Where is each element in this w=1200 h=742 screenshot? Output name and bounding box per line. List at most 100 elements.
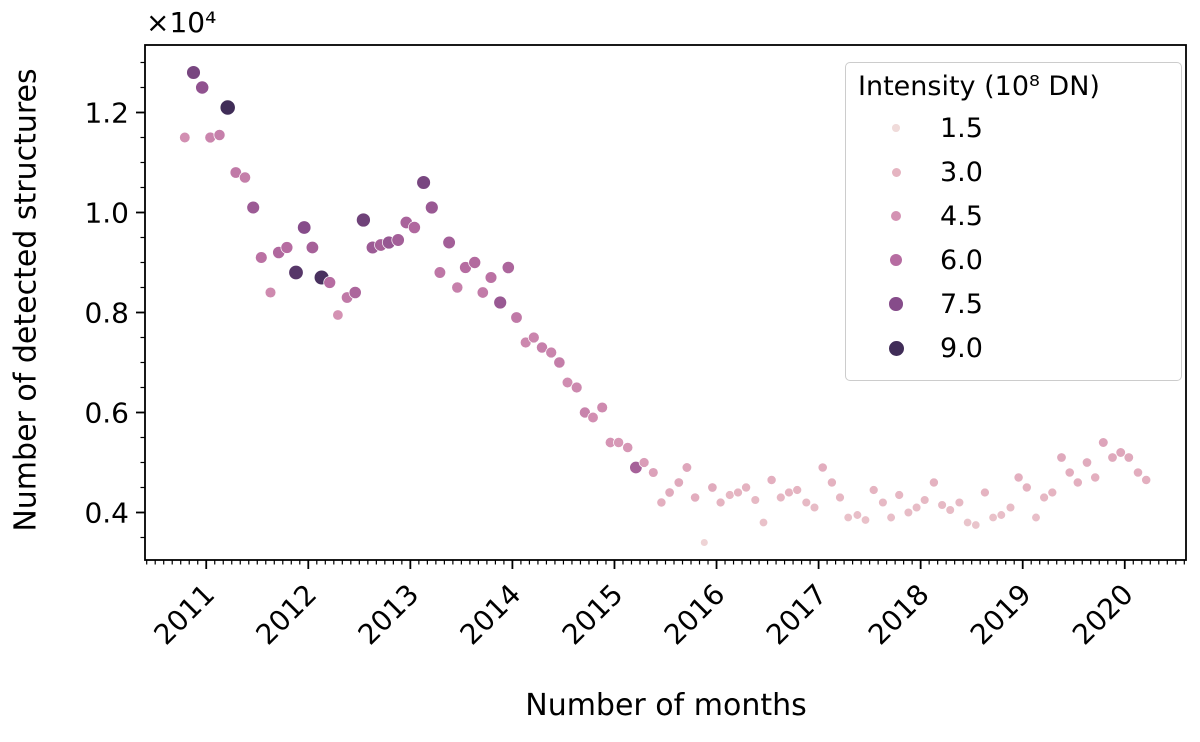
legend-entry: 9.0 bbox=[846, 326, 1181, 370]
data-point bbox=[433, 266, 447, 279]
data-point bbox=[570, 381, 583, 394]
data-point bbox=[1115, 447, 1126, 458]
data-point bbox=[700, 538, 709, 547]
x-tick-label: 2018 bbox=[862, 578, 936, 652]
legend-marker bbox=[892, 124, 900, 132]
data-point bbox=[484, 271, 498, 284]
data-point bbox=[817, 462, 828, 473]
data-point bbox=[442, 235, 456, 250]
legend-entry: 4.5 bbox=[846, 194, 1181, 238]
data-point bbox=[356, 212, 371, 228]
data-point bbox=[758, 517, 769, 528]
legend-entry-label: 3.0 bbox=[940, 156, 983, 188]
data-point bbox=[587, 411, 599, 424]
data-point bbox=[980, 487, 990, 498]
legend-entry: 7.5 bbox=[846, 282, 1181, 326]
data-point bbox=[766, 475, 777, 485]
data-point bbox=[1123, 452, 1134, 463]
x-tick-label: 2013 bbox=[352, 578, 426, 652]
data-point bbox=[784, 487, 794, 498]
y-tick-label: 0.6 bbox=[84, 397, 129, 430]
data-point bbox=[1005, 502, 1016, 513]
legend-marker bbox=[890, 210, 902, 222]
y-axis-offset-text: ×10⁴ bbox=[146, 6, 217, 39]
data-point bbox=[690, 492, 701, 503]
data-point bbox=[476, 286, 489, 299]
data-point bbox=[323, 276, 337, 289]
data-point bbox=[239, 171, 252, 184]
data-point bbox=[843, 512, 853, 523]
data-point bbox=[827, 477, 837, 488]
data-point bbox=[468, 256, 482, 269]
data-point bbox=[715, 497, 726, 508]
legend-entry: 6.0 bbox=[846, 238, 1181, 282]
data-point bbox=[213, 129, 226, 141]
legend-marker bbox=[888, 340, 904, 356]
data-point bbox=[596, 401, 608, 414]
legend-entry: 3.0 bbox=[846, 150, 1181, 194]
x-tick-label: 2015 bbox=[556, 578, 630, 652]
x-tick-label: 2016 bbox=[658, 578, 732, 652]
data-point bbox=[852, 510, 863, 520]
data-point bbox=[638, 457, 650, 468]
data-point bbox=[1047, 487, 1058, 498]
data-point bbox=[629, 460, 643, 475]
data-point bbox=[954, 497, 965, 508]
data-point bbox=[886, 512, 896, 523]
data-point bbox=[945, 505, 955, 515]
data-point bbox=[656, 497, 667, 508]
data-point bbox=[1056, 452, 1067, 463]
data-point bbox=[246, 200, 260, 215]
data-point bbox=[451, 281, 464, 294]
legend-title: Intensity (10⁸ DN) bbox=[858, 71, 1100, 102]
data-point bbox=[510, 311, 523, 324]
legend-entries: 1.5 3.0 4.5 6.0 7.5 9.0 bbox=[846, 106, 1181, 370]
data-point bbox=[937, 500, 947, 510]
data-point bbox=[1072, 477, 1083, 488]
data-point bbox=[545, 346, 558, 359]
y-tick-label: 0.8 bbox=[84, 297, 129, 330]
y-tick-label: 1.2 bbox=[84, 97, 129, 130]
data-point bbox=[792, 485, 803, 495]
data-point bbox=[809, 502, 820, 513]
data-point bbox=[733, 487, 743, 498]
data-point bbox=[195, 80, 210, 95]
data-point bbox=[186, 65, 201, 80]
data-point bbox=[288, 264, 304, 281]
legend: Intensity (10⁸ DN) 1.5 3.0 4.5 6.0 7.5 9.0 bbox=[845, 62, 1182, 381]
legend-entry-label: 1.5 bbox=[940, 112, 983, 144]
x-tick-label: 2011 bbox=[147, 578, 221, 652]
data-point bbox=[750, 495, 761, 505]
data-point bbox=[681, 462, 693, 473]
data-point bbox=[1141, 475, 1152, 485]
data-point bbox=[673, 477, 684, 488]
legend-entry-label: 9.0 bbox=[940, 332, 983, 364]
legend-entry-label: 4.5 bbox=[940, 200, 983, 232]
y-tick-label: 0.4 bbox=[84, 497, 129, 530]
data-point bbox=[501, 261, 515, 275]
x-tick-label: 2020 bbox=[1066, 578, 1140, 652]
x-tick-label: 2017 bbox=[760, 578, 834, 652]
data-point bbox=[1013, 472, 1024, 483]
data-point bbox=[561, 376, 574, 389]
data-point bbox=[536, 341, 548, 354]
data-point bbox=[835, 492, 845, 503]
data-point bbox=[996, 510, 1006, 520]
data-point bbox=[407, 221, 421, 234]
legend-marker bbox=[891, 167, 901, 177]
data-point bbox=[332, 309, 344, 321]
data-point bbox=[613, 437, 625, 448]
data-point bbox=[1021, 482, 1032, 493]
data-point bbox=[971, 520, 981, 530]
data-point bbox=[1031, 512, 1041, 523]
data-point bbox=[1132, 467, 1143, 478]
data-point bbox=[894, 490, 904, 500]
data-point bbox=[622, 442, 634, 454]
data-point bbox=[416, 175, 431, 190]
x-axis-label: Number of months bbox=[525, 688, 807, 723]
x-tick-label: 2014 bbox=[454, 578, 528, 652]
data-point bbox=[527, 331, 540, 344]
data-point bbox=[1081, 457, 1093, 468]
data-point bbox=[648, 467, 659, 478]
